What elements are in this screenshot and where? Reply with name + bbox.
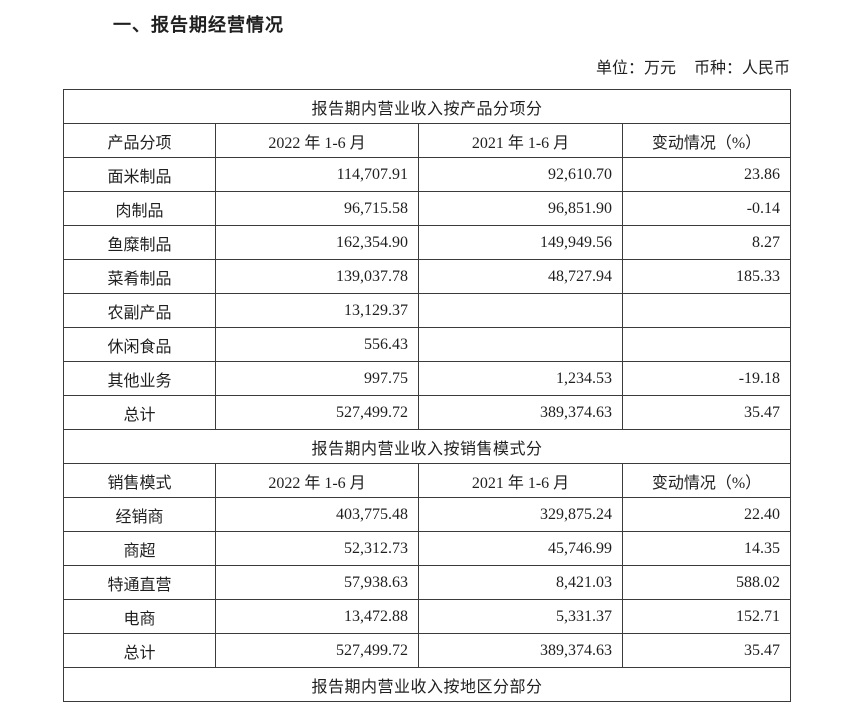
currency-label: 币种：人民币 <box>693 60 790 77</box>
value-2022: 57,938.63 <box>215 565 419 600</box>
value-change <box>621 327 792 362</box>
value-change: 35.47 <box>621 633 792 668</box>
value-change: 185.33 <box>621 259 792 294</box>
section-header-region: 报告期内营业收入按地区分部分 <box>62 667 792 702</box>
col-header-change: 变动情况（%） <box>621 123 792 158</box>
value-change: 23.86 <box>621 157 792 192</box>
value-change: -19.18 <box>621 361 792 396</box>
row-label: 鱼糜制品 <box>63 225 216 260</box>
col-header-2021: 2021 年 1-6 月 <box>418 463 623 498</box>
row-label: 菜肴制品 <box>63 259 216 294</box>
value-2021: 8,421.03 <box>418 565 623 600</box>
section-header-row-sales-mode: 报告期内营业收入按销售模式分 <box>62 429 792 464</box>
value-2021: 389,374.63 <box>418 395 623 430</box>
table-row: 经销商 403,775.48 329,875.24 22.40 <box>63 497 792 532</box>
value-2022: 13,129.37 <box>215 293 419 328</box>
value-2022: 162,354.90 <box>215 225 419 260</box>
value-2021: 1,234.53 <box>418 361 623 396</box>
section-header-products: 报告期内营业收入按产品分项分 <box>62 89 792 124</box>
document-page: 一、报告期经营情况 单位：万元 币种：人民币 报告期内营业收入按产品分项分 产品分… <box>62 0 792 702</box>
value-2022: 997.75 <box>215 361 419 396</box>
section-header-row-region: 报告期内营业收入按地区分部分 <box>62 667 792 702</box>
table-row: 电商 13,472.88 5,331.37 152.71 <box>63 599 792 634</box>
value-2021: 96,851.90 <box>418 191 623 226</box>
table-row: 面米制品 114,707.91 92,610.70 23.86 <box>63 157 792 192</box>
value-change: 588.02 <box>621 565 792 600</box>
value-2022: 114,707.91 <box>215 157 419 192</box>
value-change <box>621 293 792 328</box>
value-change: 35.47 <box>621 395 792 430</box>
section-header-row-products: 报告期内营业收入按产品分项分 <box>62 89 792 124</box>
value-2022: 527,499.72 <box>215 395 419 430</box>
row-label: 总计 <box>63 633 216 668</box>
row-label: 面米制品 <box>63 157 216 192</box>
value-2022: 13,472.88 <box>215 599 419 634</box>
value-change: 22.40 <box>621 497 792 532</box>
table-row: 特通直营 57,938.63 8,421.03 588.02 <box>63 565 792 600</box>
table-row: 菜肴制品 139,037.78 48,727.94 185.33 <box>63 259 792 294</box>
value-change: 152.71 <box>621 599 792 634</box>
column-header-row: 销售模式 2022 年 1-6 月 2021 年 1-6 月 变动情况（%） <box>63 463 792 498</box>
value-2022: 52,312.73 <box>215 531 419 566</box>
table-row: 商超 52,312.73 45,746.99 14.35 <box>63 531 792 566</box>
col-header-product: 产品分项 <box>63 123 216 158</box>
table-row: 肉制品 96,715.58 96,851.90 -0.14 <box>63 191 792 226</box>
value-change: 8.27 <box>621 225 792 260</box>
row-label: 休闲食品 <box>63 327 216 362</box>
row-label: 特通直营 <box>63 565 216 600</box>
value-2022: 96,715.58 <box>215 191 419 226</box>
table-row: 其他业务 997.75 1,234.53 -19.18 <box>63 361 792 396</box>
value-2021: 329,875.24 <box>418 497 623 532</box>
col-header-2022: 2022 年 1-6 月 <box>215 463 419 498</box>
page-title: 一、报告期经营情况 <box>113 15 284 35</box>
table-row: 农副产品 13,129.37 <box>63 293 792 328</box>
unit-currency-line: 单位：万元 币种：人民币 <box>63 60 790 78</box>
value-2021: 5,331.37 <box>418 599 623 634</box>
table-row: 鱼糜制品 162,354.90 149,949.56 8.27 <box>63 225 792 260</box>
value-2022: 403,775.48 <box>215 497 419 532</box>
value-2021: 92,610.70 <box>418 157 623 192</box>
col-header-sales-mode: 销售模式 <box>63 463 216 498</box>
value-2021: 48,727.94 <box>418 259 623 294</box>
row-label: 其他业务 <box>63 361 216 396</box>
section-header-sales-mode: 报告期内营业收入按销售模式分 <box>62 429 792 464</box>
value-2021 <box>418 327 623 362</box>
col-header-2021: 2021 年 1-6 月 <box>418 123 623 158</box>
value-2022: 527,499.72 <box>215 633 419 668</box>
value-2021: 389,374.63 <box>418 633 623 668</box>
row-label: 商超 <box>63 531 216 566</box>
value-2022: 556.43 <box>215 327 419 362</box>
row-label: 农副产品 <box>63 293 216 328</box>
row-label: 总计 <box>63 395 216 430</box>
value-2021: 149,949.56 <box>418 225 623 260</box>
unit-label: 单位：万元 <box>595 60 676 77</box>
value-2021 <box>418 293 623 328</box>
table-row-total: 总计 527,499.72 389,374.63 35.47 <box>63 395 792 430</box>
row-label: 经销商 <box>63 497 216 532</box>
table-row: 休闲食品 556.43 <box>63 327 792 362</box>
table-row-total: 总计 527,499.72 389,374.63 35.47 <box>63 633 792 668</box>
column-header-row: 产品分项 2022 年 1-6 月 2021 年 1-6 月 变动情况（%） <box>63 123 792 158</box>
col-header-change: 变动情况（%） <box>621 463 792 498</box>
col-header-2022: 2022 年 1-6 月 <box>215 123 419 158</box>
row-label: 肉制品 <box>63 191 216 226</box>
value-change: 14.35 <box>621 531 792 566</box>
value-2022: 139,037.78 <box>215 259 419 294</box>
value-2021: 45,746.99 <box>418 531 623 566</box>
value-change: -0.14 <box>621 191 792 226</box>
row-label: 电商 <box>63 599 216 634</box>
revenue-table: 报告期内营业收入按产品分项分 产品分项 2022 年 1-6 月 2021 年 … <box>62 89 792 702</box>
